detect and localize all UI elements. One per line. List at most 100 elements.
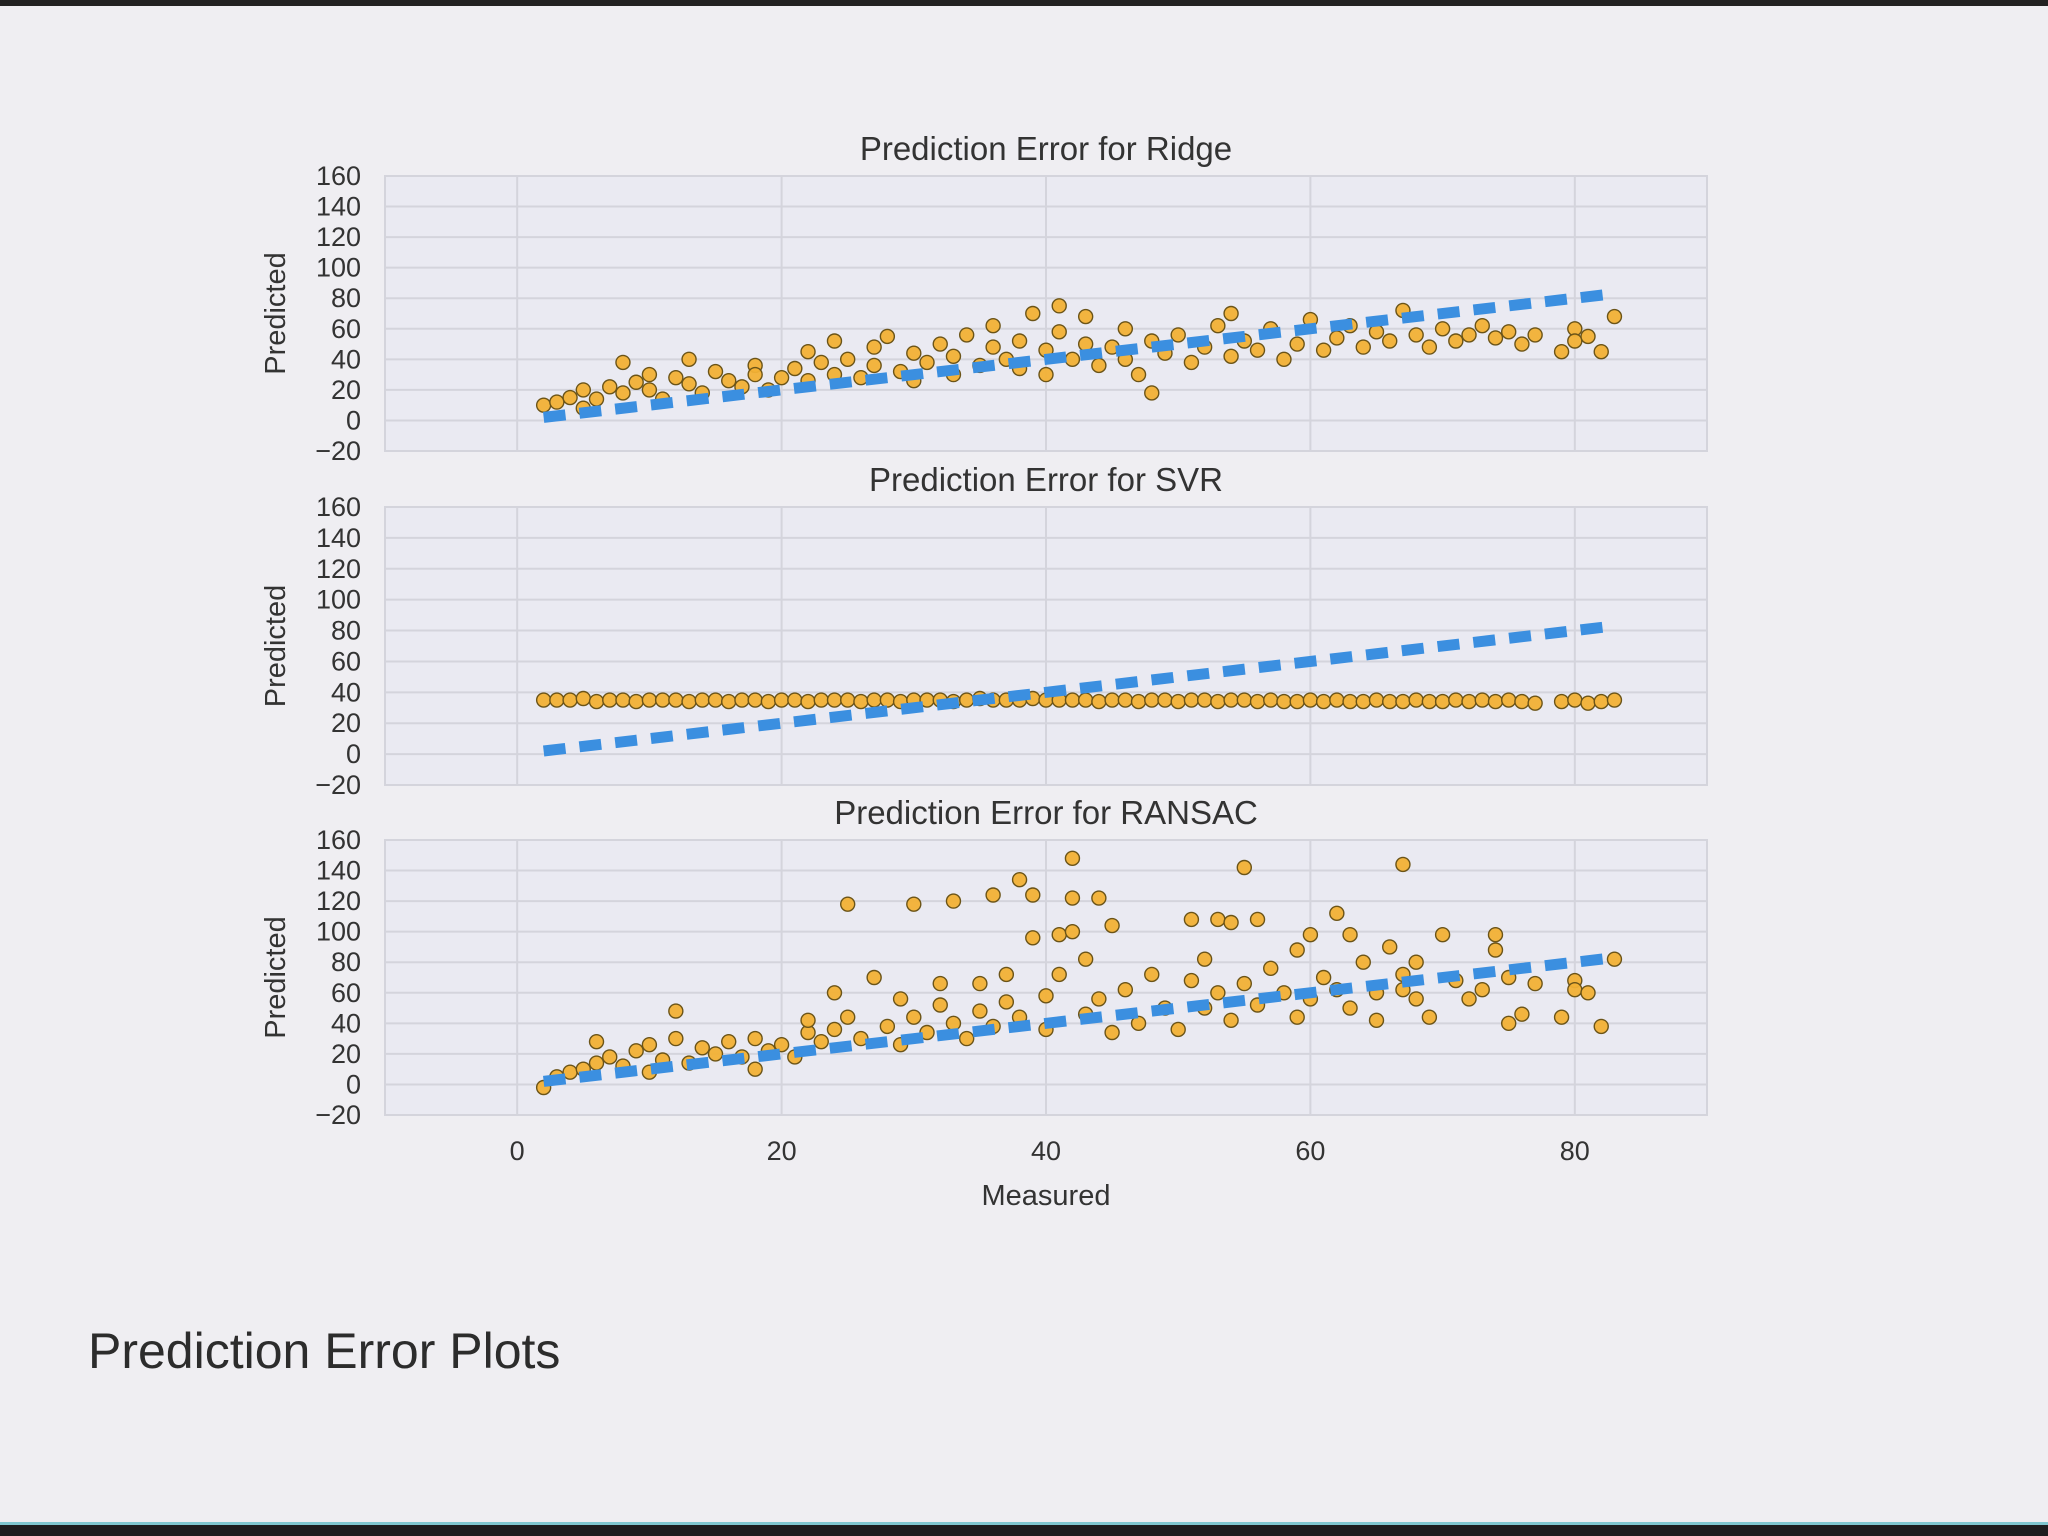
chart-3-point [1289,1009,1305,1025]
chart-2-point [1144,692,1160,708]
chart-1-point [1144,385,1160,401]
chart-3-xtick-label: 80 [1560,1136,1590,1166]
chart-1-point [1038,366,1054,383]
chart-2-point [1117,692,1134,708]
chart-3-point [1580,985,1596,1001]
chart-1-point [1210,318,1226,334]
chart-2-ytick-label: 60 [331,646,361,676]
chart-2-point [1461,693,1477,710]
chart-2-ytick-label: 20 [331,708,361,738]
chart-2-point [1606,692,1623,708]
chart-1-point [1091,357,1107,374]
chart-1-point [1382,333,1398,349]
chart-3-point [906,896,922,912]
chart-2-point [813,692,829,708]
chart-2-point [721,693,737,710]
chart-3-point [1064,923,1081,940]
chart-3-point [1051,927,1067,943]
chart-3-point [1130,1015,1147,1032]
chart-2-point [1196,692,1213,708]
chart-2-point [1448,692,1464,708]
chart-1-point [628,374,644,390]
chart-3-ytick-label: 100 [316,917,361,947]
chart-2-point [800,693,816,710]
chart-3-point [1342,1000,1358,1016]
chart-2-point [787,692,803,708]
chart-3-point [1210,985,1226,1001]
chart-1-point [826,333,843,349]
chart-1-ytick-label: 120 [316,222,361,252]
slide-caption: Prediction Error Plots [88,1323,561,1379]
chart-3-point [773,1037,790,1053]
chart-3-point [694,1040,710,1056]
chart-1-point [575,382,591,398]
chart-2-ytick-label: 160 [316,492,361,522]
chart-3-point [1474,982,1490,998]
chart-1-point [681,351,697,368]
chart-2-point [866,692,882,708]
chart-3-point [1249,911,1266,928]
chart-3-xtick-label: 40 [1031,1136,1061,1166]
chart-3-point [1487,927,1504,943]
chart-3-point [1289,942,1305,958]
chart-2-point [734,692,750,708]
chart-3-point [840,1009,856,1025]
chart-3-point [1408,991,1424,1007]
chart-3-point [1183,911,1200,928]
chart-1-point [1553,343,1570,360]
chart-2-point [1249,693,1266,710]
chart-3-title: Prediction Error for RANSAC [834,794,1258,831]
chart-3-point [879,1018,896,1035]
chart-2-ytick-label: 120 [316,554,361,584]
chart-3-point [1104,1024,1120,1041]
chart-1-point [1011,333,1028,349]
chart-2-ytick-label: 0 [346,739,361,769]
chart-1-point [1223,348,1239,364]
chart-2-point [1170,693,1186,710]
chart-3-point [1025,930,1041,946]
chart-1-point [1474,318,1490,334]
chart-3-point [1183,972,1200,989]
chart-1-point [1593,343,1609,360]
chart-2-point [668,692,684,708]
chart-1-point [1408,327,1424,343]
chart-3-point [1567,982,1583,998]
chart-1-point [866,339,882,355]
chart-1-point [932,336,948,352]
chart-3-point [1117,982,1134,998]
chart-3-point [932,975,948,992]
chart-3-point [1011,872,1028,888]
chart-3-point [1236,975,1253,992]
chart-3-point [1408,954,1424,970]
chart-2-point [1302,692,1319,708]
chart-1-ytick-label: 140 [316,192,361,222]
chart-2-point [1157,692,1173,708]
chart-1-point [1051,298,1067,314]
chart-3-point [932,997,948,1013]
chart-1-point [1487,330,1504,346]
chart-3-point [1527,975,1543,992]
chart-1-point [800,343,816,360]
chart-3-point [1196,951,1213,967]
chart-2-point [853,693,869,710]
chart-1-point [1025,305,1041,322]
chart-1-point [615,354,631,371]
chart-1-point [906,345,922,361]
chart-3-ytick-label: −20 [315,1100,361,1130]
chart-3-point [906,1009,922,1025]
chart-3-ytick-label: 20 [331,1039,361,1069]
chart-3-point [1329,905,1345,922]
chart-1-point [602,379,618,395]
chart-3-point [826,985,843,1001]
chart-2-point [588,693,605,710]
chart-3-point [1064,890,1081,906]
chart-1-point [641,366,658,383]
chart-1-point [1315,342,1332,358]
chart-2-point [1553,693,1570,710]
chart-3-point [1170,1021,1186,1038]
chart-1-point [1448,333,1464,349]
chart-3-xtick-label: 60 [1295,1136,1325,1166]
chart-3-point [588,1033,605,1050]
chart-3-point [588,1055,605,1071]
chart-1-point [945,348,962,364]
